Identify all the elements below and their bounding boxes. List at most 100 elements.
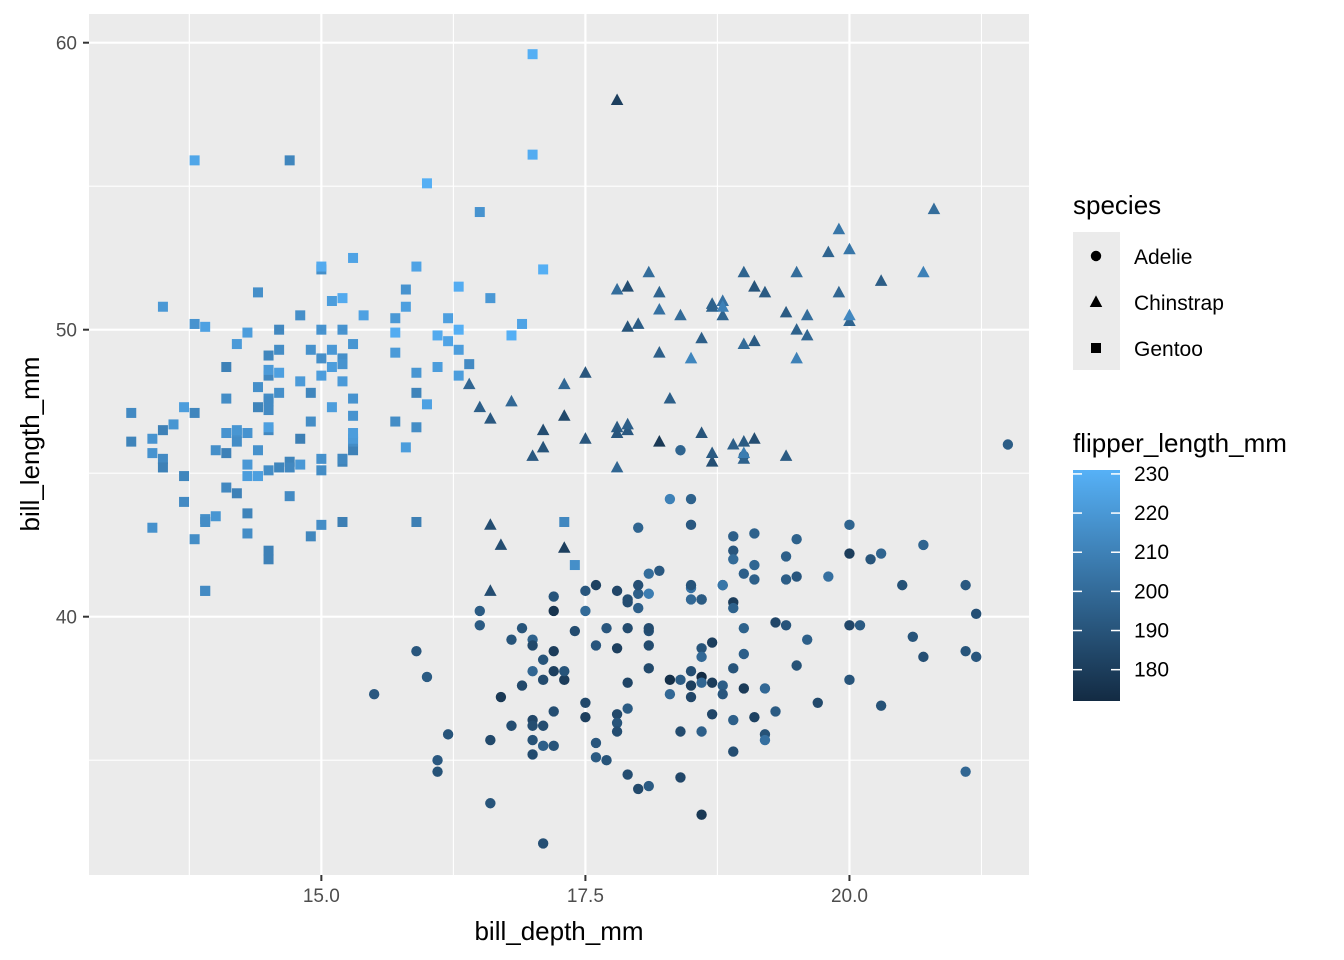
data-point-adelie xyxy=(559,674,570,686)
data-point-gentoo xyxy=(263,396,274,407)
data-point-gentoo xyxy=(421,178,432,189)
data-point-adelie xyxy=(675,445,686,456)
data-point-gentoo xyxy=(453,281,464,292)
data-point-gentoo xyxy=(263,554,274,565)
data-point-gentoo xyxy=(348,393,359,404)
data-point-adelie xyxy=(516,622,528,634)
data-point-chinstrap xyxy=(790,351,803,364)
data-point-gentoo xyxy=(295,376,306,387)
data-point-gentoo xyxy=(316,453,327,464)
data-point-chinstrap xyxy=(610,460,624,473)
data-point-adelie xyxy=(770,617,781,628)
data-point-chinstrap xyxy=(832,285,846,298)
data-point-chinstrap xyxy=(621,280,634,292)
data-point-gentoo xyxy=(189,534,200,545)
data-point-chinstrap xyxy=(653,285,666,298)
data-point-gentoo xyxy=(200,585,211,596)
data-point-adelie xyxy=(643,663,654,674)
data-point-gentoo xyxy=(284,155,295,166)
data-point-gentoo xyxy=(432,330,443,341)
data-point-gentoo xyxy=(284,491,295,502)
data-point-gentoo xyxy=(274,387,285,398)
data-point-adelie xyxy=(759,734,771,746)
data-point-adelie xyxy=(970,608,982,620)
data-point-gentoo xyxy=(242,508,253,519)
data-point-chinstrap xyxy=(631,317,645,329)
data-point-chinstrap xyxy=(653,303,666,315)
data-point-gentoo xyxy=(400,442,411,453)
data-point-adelie xyxy=(664,688,676,700)
data-point-adelie xyxy=(527,749,538,760)
data-point-adelie xyxy=(844,548,855,559)
data-point-gentoo xyxy=(527,49,538,60)
data-point-chinstrap xyxy=(558,541,571,553)
data-point-adelie xyxy=(717,688,728,700)
data-point-adelie xyxy=(685,691,697,703)
data-point-adelie xyxy=(865,554,876,565)
data-point-adelie xyxy=(685,666,697,677)
data-point-chinstrap xyxy=(684,351,698,364)
data-point-gentoo xyxy=(348,428,359,439)
data-point-chinstrap xyxy=(526,449,539,461)
data-point-gentoo xyxy=(326,344,337,355)
data-point-adelie xyxy=(696,643,707,654)
data-point-gentoo xyxy=(242,459,253,470)
data-point-adelie xyxy=(432,755,443,766)
data-point-gentoo xyxy=(421,399,432,410)
data-point-adelie xyxy=(696,677,707,688)
legend-key-gentoo xyxy=(1091,343,1101,353)
data-point-gentoo xyxy=(252,382,263,393)
data-point-adelie xyxy=(590,579,602,591)
data-point-gentoo xyxy=(221,482,232,493)
data-point-adelie xyxy=(770,706,781,717)
data-point-chinstrap xyxy=(917,265,930,278)
data-point-chinstrap xyxy=(790,323,803,335)
data-point-gentoo xyxy=(337,453,348,464)
data-point-chinstrap xyxy=(621,320,634,332)
data-point-gentoo xyxy=(411,261,422,272)
data-point-adelie xyxy=(569,625,581,637)
data-point-gentoo xyxy=(242,528,253,539)
data-point-gentoo xyxy=(263,350,274,361)
data-point-adelie xyxy=(474,620,485,631)
data-point-gentoo xyxy=(443,336,454,347)
data-point-chinstrap xyxy=(653,435,666,447)
data-point-gentoo xyxy=(411,387,422,398)
data-point-adelie xyxy=(622,622,633,634)
data-point-gentoo xyxy=(231,425,242,436)
data-point-adelie xyxy=(685,594,697,605)
colorbar-label: 220 xyxy=(1134,502,1169,525)
data-point-gentoo xyxy=(189,318,200,329)
data-point-gentoo xyxy=(348,339,359,350)
plot-panel xyxy=(89,14,1029,875)
data-point-adelie xyxy=(897,579,908,591)
data-point-gentoo xyxy=(295,310,306,321)
data-point-gentoo xyxy=(231,339,242,350)
data-point-chinstrap xyxy=(843,242,856,255)
data-point-adelie xyxy=(791,571,802,582)
colorbar-label: 230 xyxy=(1134,463,1169,486)
data-point-gentoo xyxy=(348,445,359,456)
data-point-adelie xyxy=(580,711,591,723)
data-point-adelie xyxy=(780,574,792,585)
data-point-adelie xyxy=(611,709,623,720)
data-point-chinstrap xyxy=(705,446,719,459)
data-point-gentoo xyxy=(263,422,274,433)
data-point-adelie xyxy=(643,622,654,634)
data-point-gentoo xyxy=(316,324,327,335)
data-point-adelie xyxy=(791,660,802,671)
data-point-gentoo xyxy=(453,344,464,355)
data-point-adelie xyxy=(654,565,665,576)
data-point-adelie xyxy=(738,568,750,579)
data-point-gentoo xyxy=(189,407,200,418)
data-point-chinstrap xyxy=(484,412,497,424)
data-point-adelie xyxy=(685,579,697,591)
data-point-gentoo xyxy=(400,301,411,312)
data-point-gentoo xyxy=(263,364,274,375)
data-point-adelie xyxy=(633,522,644,533)
data-point-adelie xyxy=(548,666,559,677)
species-legend: species Adelie Chinstrap Gentoo xyxy=(1073,190,1224,370)
data-point-adelie xyxy=(728,746,739,757)
data-point-chinstrap xyxy=(610,282,624,295)
data-point-chinstrap xyxy=(790,265,803,278)
